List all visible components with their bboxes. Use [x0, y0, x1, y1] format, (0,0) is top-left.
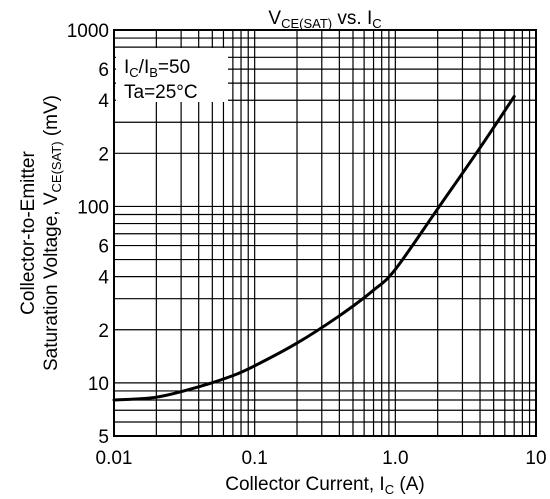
x-tick-label: 10 — [525, 448, 546, 469]
title-mid: vs. I — [332, 8, 372, 29]
annotation-ib-sub: B — [149, 65, 158, 80]
x-label-pre: Collector Current, I — [225, 474, 384, 495]
x-label-post: (A) — [394, 474, 425, 495]
title-v: V — [268, 8, 281, 29]
x-tick-labels: 0.01 0.1 1.0 10 — [96, 448, 547, 469]
annotation-ratio-value: =50 — [158, 57, 190, 78]
y-axis-label-line2: Saturation Voltage, VCE(SAT) (mV) — [41, 95, 64, 371]
y-label-pre: Saturation Voltage, V — [41, 192, 62, 371]
x-tick-label: 0.1 — [241, 448, 267, 469]
plot-frame — [113, 29, 537, 437]
x-axis-label: Collector Current, IC (A) — [225, 474, 424, 497]
x-label-sub: C — [385, 482, 394, 497]
title-sub: CE(SAT) — [281, 16, 332, 31]
y-tick-label: 6 — [98, 237, 109, 258]
y-label-post: (mV) — [41, 95, 62, 141]
annotation-ib-letter: /I — [139, 57, 150, 78]
x-tick-label: 1.0 — [382, 448, 408, 469]
y-label-sub: CE(SAT) — [49, 141, 64, 192]
title-sub2: C — [372, 16, 381, 31]
y-tick-label: 4 — [98, 268, 109, 289]
chart-title: VCE(SAT) vs. IC — [268, 8, 381, 31]
annotation-box — [116, 48, 228, 102]
y-tick-label: 4 — [98, 91, 109, 112]
series-line — [112, 95, 516, 402]
y-tick-label: 5 — [98, 427, 109, 448]
annotation-ic-letter: I — [124, 57, 129, 78]
y-tick-label: 100 — [77, 197, 109, 218]
y-tick-label: 6 — [98, 60, 109, 81]
y-tick-label: 2 — [98, 321, 109, 342]
annotation-temperature: Ta=25°C — [124, 82, 198, 103]
grid-lines — [114, 30, 536, 436]
y-tick-label: 2 — [98, 144, 109, 165]
y-tick-label: 10 — [88, 374, 109, 395]
annotation-current-ratio: IC/IB=50 — [124, 57, 190, 80]
y-tick-labels: 5 10 2 4 6 100 2 4 6 1000 — [67, 21, 110, 448]
y-axis-label-line1: Collector-to-Emitter — [18, 151, 39, 315]
annotation-ic-sub: C — [129, 65, 138, 80]
x-tick-label: 0.01 — [96, 448, 133, 469]
y-tick-label: 1000 — [67, 21, 109, 42]
